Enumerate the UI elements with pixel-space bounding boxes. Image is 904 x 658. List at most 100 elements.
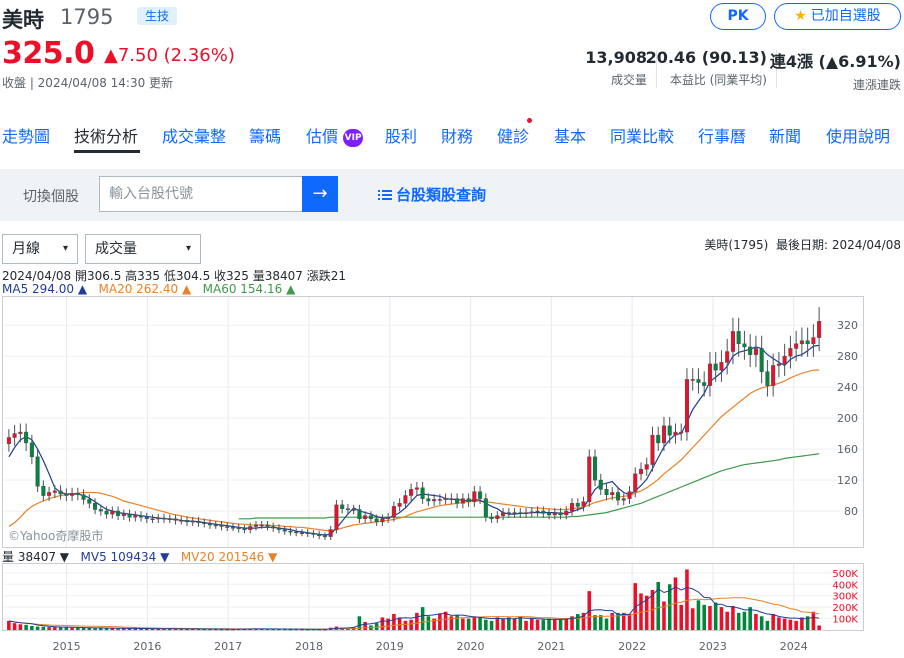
volume-bar[interactable] [777, 617, 781, 630]
candle[interactable] [805, 340, 810, 345]
candle[interactable] [305, 532, 310, 534]
volume-bar[interactable] [535, 619, 540, 630]
volume-bar[interactable] [357, 616, 362, 630]
tab-peers[interactable]: 同業比較 [610, 127, 675, 146]
volume-bar[interactable] [805, 616, 810, 630]
volume-bar[interactable] [478, 617, 482, 630]
volume-bar[interactable] [731, 606, 735, 630]
candle[interactable] [696, 379, 701, 383]
candle[interactable] [713, 363, 718, 371]
candle[interactable] [524, 512, 529, 514]
candle[interactable] [811, 337, 816, 345]
volume-bar[interactable] [673, 577, 678, 630]
search-go-button[interactable]: → [302, 176, 338, 212]
volume-bar[interactable] [449, 616, 454, 630]
category-query-link[interactable]: 台股類股查詢 [378, 184, 486, 205]
volume-bar[interactable] [461, 618, 465, 630]
candle[interactable] [12, 433, 17, 438]
volume-bar[interactable] [259, 628, 264, 630]
volume-bar[interactable] [524, 620, 528, 630]
candle[interactable] [437, 499, 442, 501]
candle[interactable] [748, 346, 753, 355]
tab-technical[interactable]: 技術分析 [74, 127, 139, 146]
candle[interactable] [110, 510, 115, 515]
candle[interactable] [294, 531, 299, 534]
candle[interactable] [248, 526, 253, 530]
volume-bar[interactable] [30, 626, 34, 630]
candle[interactable] [265, 524, 270, 527]
indicator-select[interactable]: 成交量 ▾ [85, 234, 201, 264]
volume-bar[interactable] [432, 618, 436, 630]
volume-bar[interactable] [277, 629, 281, 631]
volume-bar[interactable] [254, 628, 258, 630]
volume-bar[interactable] [748, 607, 752, 630]
candle[interactable] [535, 510, 540, 513]
volume-bar[interactable] [104, 628, 109, 630]
candle[interactable] [512, 512, 517, 514]
volume-bar[interactable] [99, 627, 103, 630]
volume-bar[interactable] [610, 612, 615, 630]
candle[interactable] [518, 512, 523, 514]
candle[interactable] [47, 492, 52, 496]
candle[interactable] [357, 509, 362, 520]
volume-bar[interactable] [553, 619, 557, 630]
volume-bar[interactable] [558, 619, 563, 630]
volume-bar[interactable] [87, 627, 92, 630]
volume-bar[interactable] [271, 629, 275, 631]
volume-bar[interactable] [495, 617, 500, 630]
volume-bar[interactable] [725, 611, 729, 630]
candle[interactable] [564, 510, 569, 516]
candle[interactable] [139, 515, 144, 518]
candle[interactable] [87, 499, 92, 504]
candle[interactable] [299, 532, 304, 534]
candle[interactable] [449, 498, 454, 500]
tab-calendar[interactable]: 行事曆 [698, 127, 747, 146]
tab-financials[interactable]: 財務 [441, 127, 474, 146]
tab-trades[interactable]: 成交彙整 [162, 127, 227, 146]
candle[interactable] [207, 523, 213, 526]
volume-bar[interactable] [185, 629, 189, 631]
candle[interactable] [150, 518, 155, 521]
volume-bar[interactable] [127, 628, 132, 630]
volume-bar[interactable] [76, 627, 80, 630]
candle[interactable] [575, 503, 580, 507]
candle[interactable] [81, 494, 86, 500]
volume-bar[interactable] [420, 607, 425, 630]
volume-bar[interactable] [656, 582, 661, 630]
candle[interactable] [420, 487, 425, 499]
volume-bar[interactable] [627, 614, 632, 630]
candle[interactable] [41, 486, 46, 496]
tab-dividend[interactable]: 股利 [385, 127, 418, 146]
volume-bar[interactable] [208, 629, 212, 631]
candle[interactable] [282, 529, 287, 532]
candle[interactable] [133, 515, 138, 518]
candle[interactable] [627, 491, 632, 499]
volume-bar[interactable] [455, 615, 459, 630]
volume-bar[interactable] [58, 627, 63, 630]
candle[interactable] [190, 520, 195, 523]
candle[interactable] [322, 535, 327, 538]
candle[interactable] [667, 425, 672, 436]
candle[interactable] [506, 512, 511, 514]
volume-bar[interactable] [507, 617, 511, 630]
candle[interactable] [414, 487, 419, 490]
volume-bar[interactable] [145, 628, 149, 630]
volume-bar[interactable] [47, 627, 51, 630]
candle[interactable] [478, 491, 483, 499]
candle[interactable] [328, 529, 333, 537]
volume-bar[interactable] [374, 623, 379, 630]
volume-bar[interactable] [150, 628, 155, 630]
volume-bar[interactable] [122, 628, 126, 630]
period-select[interactable]: 月線 ▾ [2, 234, 78, 264]
tab-news[interactable]: 新聞 [769, 127, 802, 146]
volume-bar[interactable] [604, 618, 609, 630]
volume-bar[interactable] [386, 618, 390, 630]
candle[interactable] [351, 509, 356, 511]
volume-bar[interactable] [570, 616, 574, 630]
candle[interactable] [75, 492, 80, 496]
candle[interactable] [656, 434, 661, 444]
sector-tag[interactable]: 生技 [137, 7, 177, 25]
candle[interactable] [684, 379, 689, 433]
candle[interactable] [817, 321, 822, 338]
volume-bar[interactable] [409, 619, 413, 630]
